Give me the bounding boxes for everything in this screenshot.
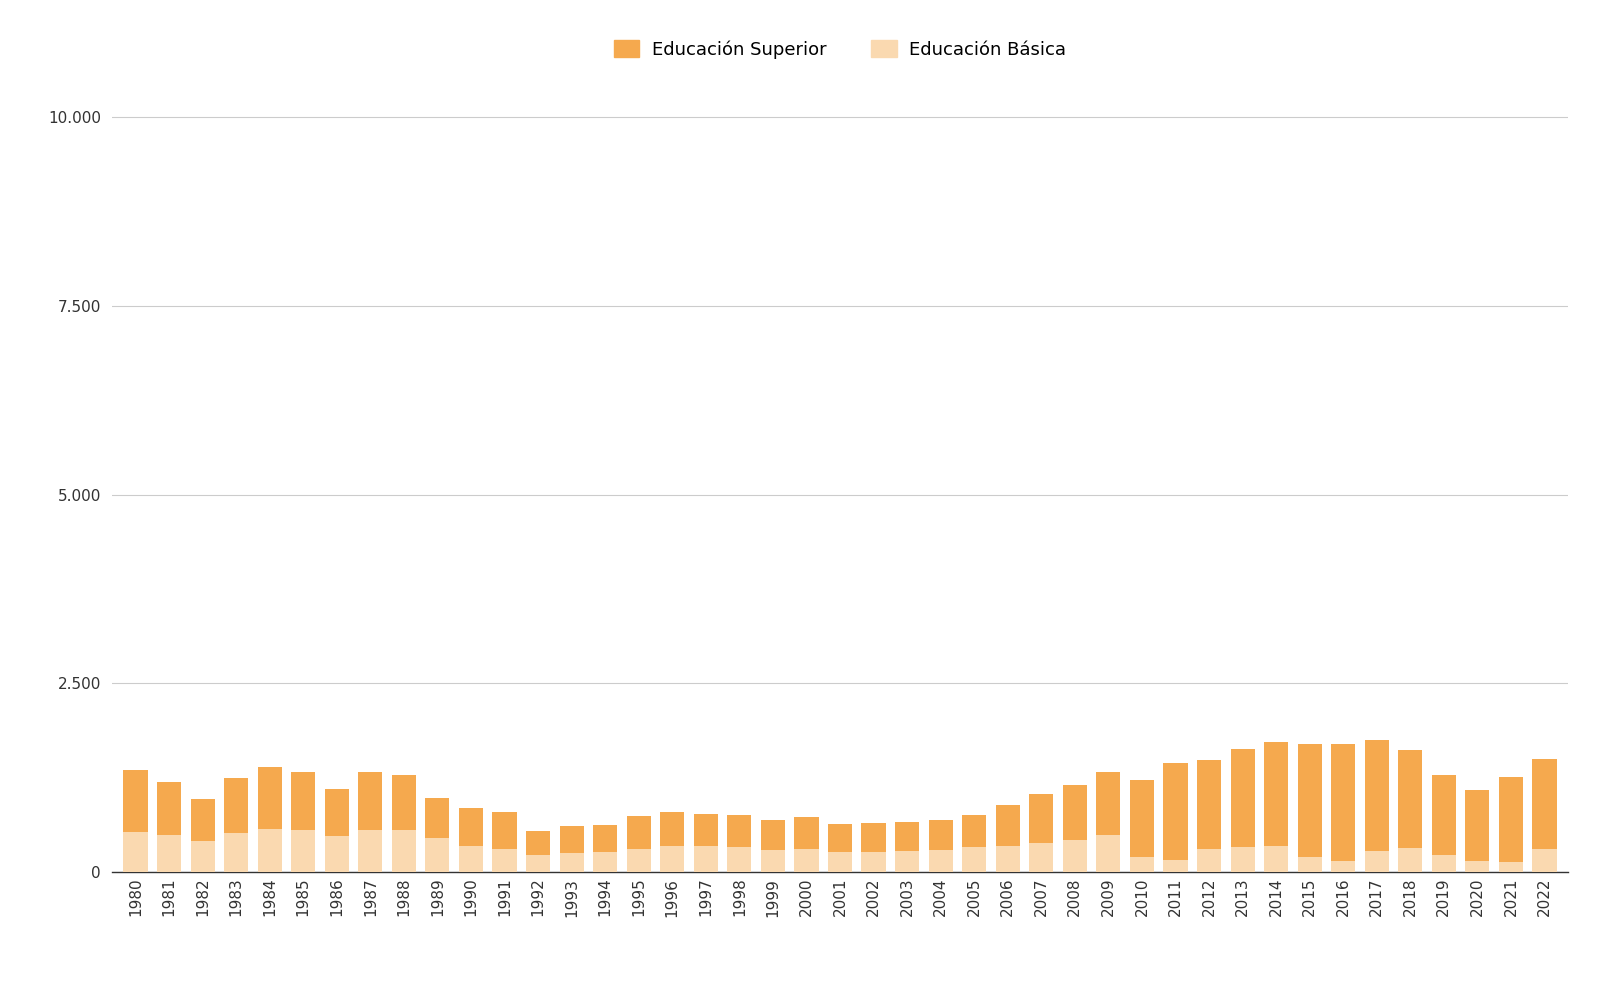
Bar [493, 849, 517, 872]
Bar [594, 852, 618, 872]
Bar [224, 778, 248, 832]
Bar [258, 767, 282, 829]
Bar [694, 846, 718, 872]
Bar [526, 854, 550, 872]
Bar [190, 799, 214, 841]
Bar [526, 830, 550, 854]
Bar [392, 775, 416, 829]
Bar [1432, 775, 1456, 855]
Bar [995, 845, 1019, 872]
Bar [1062, 839, 1086, 872]
Bar [325, 835, 349, 872]
Bar [1062, 785, 1086, 839]
Bar [1230, 847, 1254, 872]
Bar [459, 808, 483, 845]
Bar [123, 770, 147, 832]
Bar [1197, 849, 1221, 872]
Bar [1331, 861, 1355, 872]
Bar [661, 813, 685, 846]
Bar [728, 847, 752, 872]
Bar [157, 782, 181, 835]
Bar [358, 772, 382, 829]
Bar [1298, 857, 1322, 872]
Bar [794, 817, 819, 848]
Bar [1533, 849, 1557, 872]
Bar [560, 826, 584, 853]
Bar [861, 851, 886, 872]
Bar [1466, 861, 1490, 872]
Bar [928, 850, 952, 872]
Bar [493, 812, 517, 849]
Bar [962, 815, 986, 847]
Bar [1432, 855, 1456, 872]
Bar [1365, 851, 1389, 872]
Bar [1029, 795, 1053, 842]
Bar [1130, 857, 1154, 872]
Bar [325, 789, 349, 835]
Bar [1533, 759, 1557, 849]
Bar [1264, 742, 1288, 845]
Bar [627, 848, 651, 872]
Bar [560, 853, 584, 872]
Bar [291, 772, 315, 829]
Bar [794, 848, 819, 872]
Bar [1230, 749, 1254, 847]
Bar [594, 825, 618, 852]
Bar [1499, 862, 1523, 872]
Bar [627, 817, 651, 848]
Legend: Educación Superior, Educación Básica: Educación Superior, Educación Básica [606, 33, 1074, 66]
Bar [459, 845, 483, 872]
Bar [861, 823, 886, 851]
Bar [1466, 790, 1490, 861]
Bar [1163, 763, 1187, 860]
Bar [1398, 848, 1422, 872]
Bar [1398, 750, 1422, 848]
Bar [827, 851, 853, 872]
Bar [1331, 743, 1355, 861]
Bar [962, 847, 986, 872]
Bar [661, 846, 685, 872]
Bar [258, 829, 282, 872]
Bar [190, 841, 214, 872]
Bar [827, 824, 853, 851]
Bar [694, 814, 718, 846]
Bar [123, 832, 147, 872]
Bar [1163, 860, 1187, 872]
Bar [291, 829, 315, 872]
Bar [1130, 780, 1154, 857]
Bar [894, 823, 918, 851]
Bar [762, 820, 786, 850]
Bar [928, 820, 952, 850]
Bar [358, 829, 382, 872]
Bar [1096, 772, 1120, 835]
Bar [392, 829, 416, 872]
Bar [995, 805, 1019, 845]
Bar [1365, 740, 1389, 851]
Bar [1499, 777, 1523, 862]
Bar [1298, 743, 1322, 857]
Bar [728, 816, 752, 847]
Bar [1264, 845, 1288, 872]
Bar [762, 850, 786, 872]
Bar [894, 851, 918, 872]
Bar [1197, 760, 1221, 849]
Bar [224, 832, 248, 872]
Bar [157, 835, 181, 872]
Bar [426, 838, 450, 872]
Bar [1029, 842, 1053, 872]
Bar [1096, 835, 1120, 872]
Bar [426, 798, 450, 838]
